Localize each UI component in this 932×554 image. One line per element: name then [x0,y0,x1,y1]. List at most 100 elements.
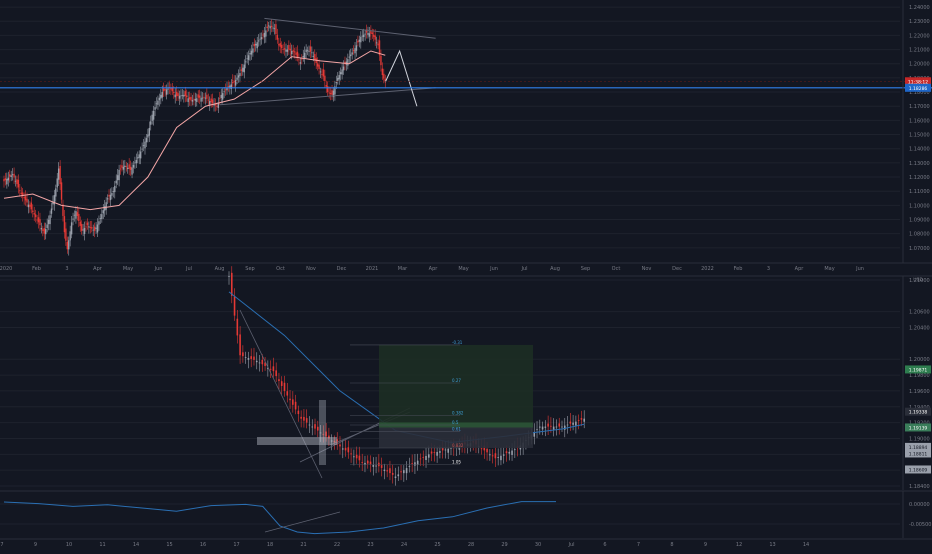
top-candle-body [293,51,296,53]
top-candle-body [69,231,71,241]
mid-candle-body [294,401,297,410]
top-candle-body [305,49,307,53]
mid-candle-body [541,426,544,430]
top-candle-body [128,164,130,169]
bottom-x-tick-20: 8 [670,542,673,548]
top-candle-body [190,96,192,101]
mid-candle-body [386,470,388,472]
top-candle-body [53,195,56,205]
top-candle-body [112,191,115,192]
mid-candle-body [380,465,383,468]
top-candle-body [328,92,330,94]
top-candle-body [26,198,28,203]
mid-price-label-2: 1.19139 [909,425,928,431]
mid-take-profit-zone [379,344,533,428]
top-candle-body [358,39,361,42]
mid-candle-body [561,426,563,428]
mid-candle-body [283,382,286,391]
top-candle-body [232,80,234,84]
top-candle-body [337,77,339,81]
mid-candle-body [344,447,347,451]
top-candle-body [32,210,34,212]
mid-candle-body [397,474,400,477]
top-candle-body [193,98,195,100]
top-candle-body [338,75,340,80]
top-candle-body [299,62,302,64]
top-y-tick-1: 1.23000 [909,19,930,25]
top-candle-body [19,190,21,192]
mid-candle-body [444,449,447,451]
top-candle-body [118,169,120,181]
mid-candle-body [483,445,486,451]
top-x-tick-6: Jul [185,266,192,272]
top-candle-body [148,127,151,136]
top-candle-body [45,229,47,235]
top-candle-body [197,94,199,98]
top-candle-body [47,219,50,225]
top-y-tick-3: 1.21000 [909,48,930,54]
mid-candle-body [572,422,574,425]
bottom-x-tick-10: 22 [334,542,340,548]
top-candle-body [52,201,54,205]
mid-candle-body [450,447,452,449]
top-candle-body [288,44,290,50]
top-y-tick-7: 1.17000 [909,104,930,110]
top-x-tick-7: Aug [215,266,225,272]
mid-candle-body [508,451,511,454]
top-candle-body [93,226,96,231]
bottom-x-tick-24: 14 [803,542,809,548]
top-x-tick-5: Jun [154,266,163,272]
top-x-tick-1: Feb [32,266,41,272]
top-candle-body [370,30,372,34]
top-y-tick-11: 1.13000 [909,161,930,167]
top-candle-body [75,211,77,219]
top-x-tick-17: Jul [520,266,527,272]
top-candle-body [79,221,81,226]
top-candle-body [194,98,197,101]
top-candle-body [298,59,300,61]
top-candle-body [364,33,366,35]
bottom-x-tick-19: 7 [637,542,640,548]
top-candle-body [286,49,289,52]
bottom-x-tick-22: 12 [736,542,742,548]
mid-price-label-bg-1 [905,407,931,416]
top-candle-body [92,229,94,231]
top-candle-body [4,178,7,181]
top-candle-body [230,84,233,89]
top-candle-body [234,79,237,86]
mid-candle-body [303,416,305,421]
top-x-tick-25: 3 [767,266,770,272]
bottom-x-tick-2: 10 [66,542,72,548]
bottom-x-tick-23: 13 [769,542,775,548]
top-candle-body [191,99,194,102]
top-candle-body [198,95,201,98]
mid-candle-body [580,418,583,420]
top-candle-body [302,55,304,58]
top-candle-body [207,99,209,101]
top-candle-body [347,59,349,66]
top-candle-body [339,72,342,75]
top-y-tick-2: 1.22000 [909,33,930,39]
top-candle-body [272,27,274,29]
top-candle-body [365,29,368,33]
mid-candle-body [341,448,344,450]
mid-candle-body [364,462,366,465]
top-candle-body [30,202,33,210]
top-candle-body [137,157,139,159]
top-candle-body [165,89,168,95]
mid-candle-body [300,416,302,419]
top-candle-body [378,40,381,56]
mid-candle-body [305,418,308,423]
mid-candle-body [511,450,513,455]
mid-candle-body [228,276,230,277]
mid-candle-body [261,359,264,365]
mid-price-label-4: 1.18811 [909,451,928,457]
top-candle-body [361,35,363,37]
top-candle-body [239,73,241,77]
top-candle-body [341,69,343,75]
mid-candle-body [264,362,266,366]
mid-candle-body [547,423,549,427]
mid-y-tick-11: 1.18400 [909,484,930,490]
top-candle-body [256,42,258,49]
